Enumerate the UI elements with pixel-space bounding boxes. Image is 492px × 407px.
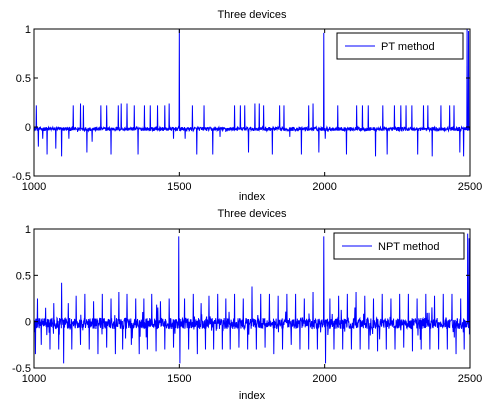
- y-tick-label: 0: [25, 122, 31, 134]
- y-tick-label: 1: [25, 224, 31, 236]
- legend-label: NPT method: [378, 241, 440, 253]
- x-axis-label: index: [239, 191, 266, 203]
- subplot-bottom: 1000 1500 2000 2500 -0.5 0 0.5 1 Three devices in…: [12, 208, 482, 402]
- legend-label: PT method: [381, 41, 435, 53]
- x-tick-label: 2500: [458, 181, 482, 193]
- x-tick-label: 1000: [22, 181, 46, 193]
- legend: PT method: [336, 32, 464, 60]
- x-tick-label: 2000: [312, 373, 336, 385]
- y-tick-label: -0.5: [12, 363, 31, 375]
- y-tick-label: 1: [25, 24, 31, 36]
- axes-box: [33, 28, 471, 177]
- subplot-top: 1000 1500 2000 2500 -0.5 0 0.5 1 Three devices in…: [12, 9, 482, 203]
- chart-title: Three devices: [217, 9, 287, 21]
- y-tick-label: 0.5: [16, 73, 31, 85]
- x-tick-label: 2000: [312, 181, 336, 193]
- series-line-npt-method: [34, 233, 470, 364]
- y-tick-label: -0.5: [12, 171, 31, 183]
- series-line-pt-method: [34, 29, 470, 157]
- y-tick-label: 0.5: [16, 270, 31, 282]
- x-tick-label: 2500: [458, 373, 482, 385]
- axes-box: [33, 228, 471, 369]
- chart-title: Three devices: [217, 208, 287, 220]
- y-tick-label: 0: [25, 317, 31, 329]
- x-axis-label: index: [239, 390, 266, 402]
- x-tick-label: 1000: [22, 373, 46, 385]
- legend: NPT method: [333, 232, 465, 260]
- x-tick-label: 1500: [167, 181, 191, 193]
- x-tick-label: 1500: [167, 373, 191, 385]
